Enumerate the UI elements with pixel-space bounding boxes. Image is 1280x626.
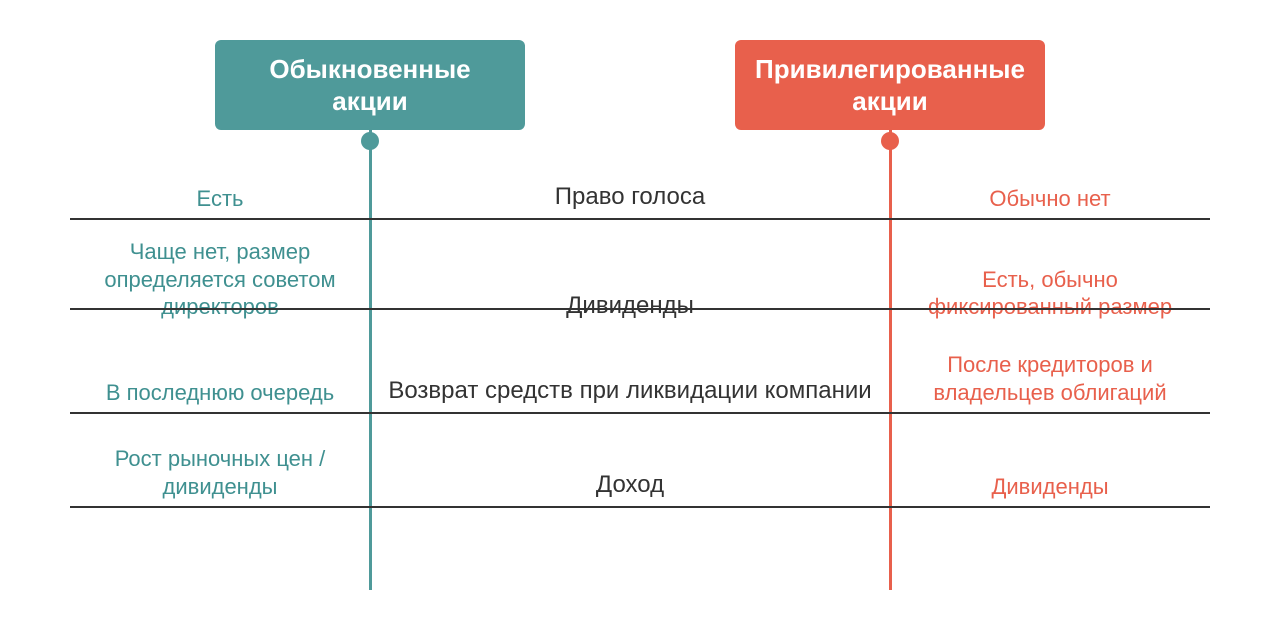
row-center-label: Возврат средств при ликвидации компании [370,376,890,412]
table-row: В последнюю очередьВозврат средств при л… [70,342,1210,412]
divider [70,506,1210,508]
divider [70,308,1210,310]
divider [70,412,1210,414]
table-row: Рост рыночных цен / дивидендыДоходДивиде… [70,436,1210,506]
header-left-box: Обыкновенные акции [215,40,525,130]
row-right-value: После кредиторов и владельцев облигаций [890,351,1210,412]
table-row: Чаще нет, размер определяется советом ди… [70,238,1210,308]
divider [70,218,1210,220]
header-right-box: Привилегированные акции [735,40,1045,130]
row-right-value: Обычно нет [890,185,1210,219]
header-right-label: Привилегированные акции [749,53,1031,118]
row-left-value: Есть [70,185,370,219]
header-left-label: Обыкновенные акции [229,53,511,118]
table-row: ЕстьПраво голосаОбычно нет [70,148,1210,218]
row-right-value: Дивиденды [890,473,1210,507]
row-right-value: Есть, обычно фиксированный размер [890,266,1210,327]
row-center-label: Право голоса [370,182,890,218]
row-center-label: Доход [370,470,890,506]
row-left-value: В последнюю очередь [70,379,370,413]
comparison-diagram: { "layout": { "width": 1280, "height": 6… [0,0,1280,626]
row-left-value: Рост рыночных цен / дивиденды [70,445,370,506]
row-left-value: Чаще нет, размер определяется советом ди… [70,238,370,327]
